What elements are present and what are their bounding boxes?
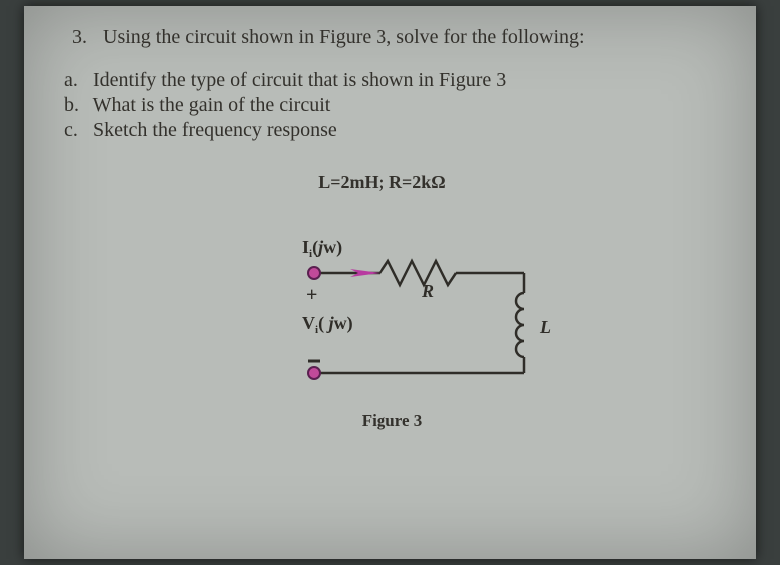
question-line: 3. Using the circuit shown in Figure 3, …	[72, 26, 720, 49]
circuit-svg: Ii(jw) + Vi( jw) R L	[302, 223, 562, 403]
figure-caption: Figure 3	[272, 411, 512, 431]
subpart: a. Identify the type of circuit that is …	[58, 69, 720, 92]
question-number: 3.	[72, 26, 98, 49]
circuit-parameters: L=2mH; R=2kΩ	[242, 172, 522, 193]
document-page: 3. Using the circuit shown in Figure 3, …	[24, 6, 756, 559]
subpart: c. Sketch the frequency response	[58, 119, 720, 142]
inductor-icon	[516, 293, 524, 357]
subpart-letter: c.	[64, 119, 88, 142]
input-voltage-label: Vi( jw)	[302, 313, 353, 336]
subpart-text: What is the gain of the circuit	[93, 94, 331, 116]
subpart-letter: a.	[64, 69, 88, 92]
subpart-text: Sketch the frequency response	[93, 119, 337, 141]
inductor-label: L	[539, 317, 551, 337]
resistor-icon	[380, 261, 456, 285]
resistor-label: R	[421, 281, 434, 301]
subparts-list: a. Identify the type of circuit that is …	[58, 69, 720, 142]
subpart-text: Identify the type of circuit that is sho…	[93, 69, 506, 91]
terminal-top-icon	[308, 267, 320, 279]
input-current-label: Ii(jw)	[302, 237, 342, 260]
circuit-diagram: Ii(jw) + Vi( jw) R L	[302, 223, 562, 403]
subpart: b. What is the gain of the circuit	[58, 94, 720, 117]
plus-label: +	[306, 284, 317, 306]
question-text: Using the circuit shown in Figure 3, sol…	[103, 26, 585, 48]
terminal-bottom-icon	[308, 367, 320, 379]
subpart-letter: b.	[64, 94, 88, 117]
